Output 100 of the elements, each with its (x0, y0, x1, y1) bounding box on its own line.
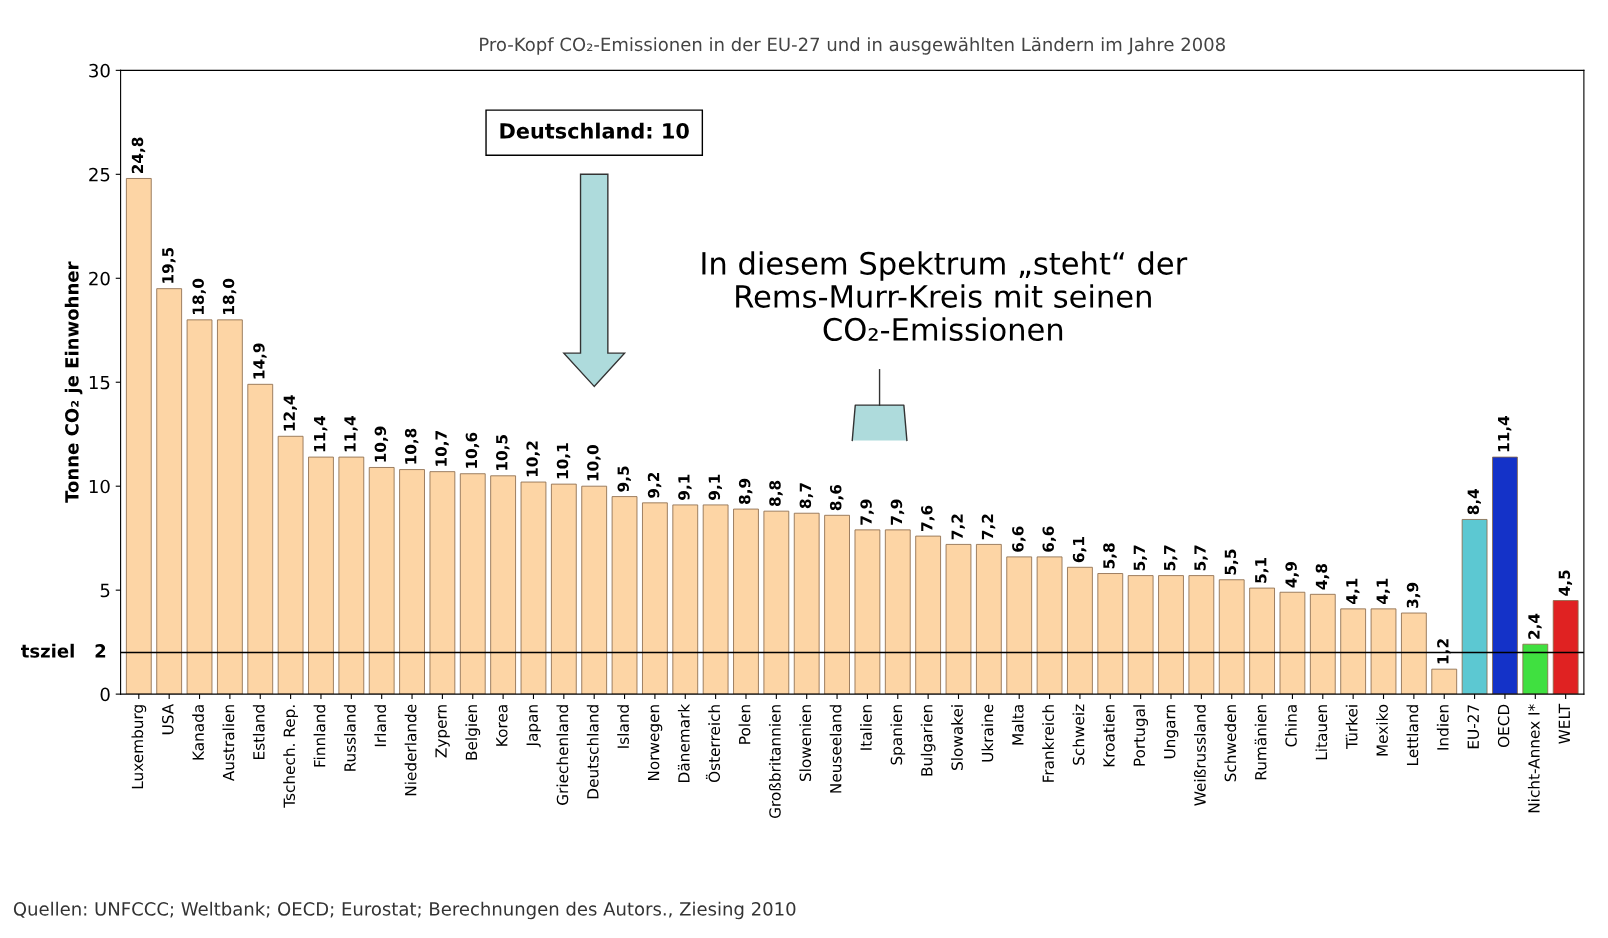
x-tick-label: Nicht-Annex I* (1527, 704, 1540, 813)
y-axis-title: Tonne CO₂ je Einwohner (64, 261, 83, 503)
data-label: 10,9 (374, 426, 389, 462)
bar (1127, 575, 1154, 695)
data-label: 7,9 (860, 499, 874, 525)
x-tick-label: Dänemark (677, 703, 690, 782)
data-label: 5,7 (1194, 545, 1208, 571)
bar (277, 435, 304, 695)
data-label: 5,7 (1164, 545, 1178, 571)
bar (975, 544, 1002, 695)
bar (945, 544, 972, 695)
x-tick-label: Norwegen (647, 705, 663, 781)
x-tick-label: Russland (343, 705, 356, 771)
data-label: 5,8 (1103, 543, 1117, 569)
x-tick-label: Griechenland (556, 705, 569, 805)
x-tick-label: Lettland (1406, 705, 1419, 765)
x-tick-label: Polen (738, 705, 751, 744)
bar (1036, 556, 1063, 695)
bar (581, 485, 608, 695)
x-tick-label: WELT (1558, 703, 1570, 744)
x-tick-label: USA (162, 703, 174, 735)
data-label: 4,1 (1376, 578, 1390, 605)
bar (611, 496, 638, 695)
bar (915, 535, 941, 695)
x-tick-label: Belgien (465, 705, 481, 760)
data-label: 9,2 (647, 472, 662, 498)
data-label: 19,5 (162, 247, 176, 283)
chart-title: Pro-Kopf CO₂-Emissionen in der EU-27 und in ausgewählten Ländern im Jahre 2008 (480, 37, 1225, 55)
bar (368, 467, 395, 695)
bar (672, 504, 699, 695)
data-label: 10,7 (435, 431, 449, 466)
data-label: 5,1 (1255, 557, 1269, 583)
data-label: 8,6 (829, 484, 844, 511)
bar (338, 456, 365, 695)
x-tick-label: Mexiko (1376, 704, 1388, 756)
x-tick-label: Litauen (1315, 705, 1328, 760)
data-label: 10,2 (526, 441, 540, 477)
bar (1401, 612, 1427, 695)
x-tick-label: Schweden (1224, 705, 1237, 782)
data-label: 10,0 (587, 445, 601, 481)
bar (1492, 456, 1518, 695)
bar (824, 514, 850, 695)
ref-line-label: tsziel 2 (21, 643, 106, 658)
bar (247, 383, 274, 695)
data-label: 10,5 (495, 435, 510, 470)
bar (520, 481, 547, 695)
x-tick-label: Ukraine (981, 704, 994, 762)
data-label: 11,4 (1498, 415, 1512, 452)
bar (490, 475, 516, 695)
bar (1309, 593, 1336, 695)
bar (186, 319, 213, 695)
bar (1218, 579, 1245, 695)
data-label: 1,2 (1437, 639, 1451, 664)
data-label: 3,9 (1406, 582, 1421, 608)
data-label: 10,1 (556, 443, 571, 479)
data-label: 9,1 (708, 474, 723, 500)
data-label: 4,1 (1346, 578, 1360, 605)
annotation: Deutschland: 10 (500, 122, 689, 139)
bar (156, 288, 183, 695)
bar (1552, 600, 1579, 695)
bar (642, 502, 668, 695)
x-tick-label: Kanada (192, 705, 204, 760)
x-tick-label: OECD (1497, 704, 1510, 748)
data-label: 10,6 (465, 432, 480, 468)
x-tick-label: Malta (1011, 705, 1024, 745)
bar (459, 473, 486, 695)
x-tick-label: Spanien (890, 705, 906, 765)
data-label: 9,1 (678, 474, 692, 500)
y-tick-label: 0 (100, 687, 110, 702)
data-label: 11,4 (314, 415, 328, 452)
x-tick-label: Slowakei (951, 705, 963, 770)
bar (884, 529, 911, 695)
y-tick-label: 5 (100, 583, 110, 598)
x-tick-label: Ungarn (1164, 705, 1179, 759)
data-label: 6,6 (1012, 526, 1026, 552)
bar (1067, 566, 1093, 695)
x-tick-label: Japan (526, 705, 541, 748)
data-label: 6,6 (1042, 526, 1056, 552)
x-tick-label: Neuseeland (829, 705, 842, 793)
bar (1097, 573, 1124, 695)
bar (217, 319, 243, 695)
bar (854, 529, 881, 695)
x-tick-label: Weißrussland (1193, 705, 1206, 806)
data-label: 14,9 (253, 343, 267, 379)
bar (1249, 587, 1275, 695)
y-tick-label: 25 (89, 167, 110, 182)
source-note: Quellen: UNFCCC; Weltbank; OECD; Eurostat; Berechnungen des Autors., Ziesing 2010 (13, 901, 796, 920)
data-label: 8,4 (1467, 488, 1481, 515)
x-tick-label: Luxemburg (131, 705, 147, 789)
data-label: 5,5 (1224, 549, 1239, 575)
data-label: 8,8 (769, 480, 783, 507)
x-tick-label: China (1285, 705, 1297, 747)
annotation: In diesem Spektrum „steht“ der Rems-Murr-Kreis mit seinen CO₂-Emissionen (702, 251, 1188, 341)
data-label: 10,8 (404, 428, 419, 464)
data-label: 9,5 (617, 466, 631, 492)
bar (429, 471, 456, 695)
bar (793, 512, 820, 695)
data-label: 5,7 (1133, 545, 1148, 571)
data-label: 8,7 (799, 483, 814, 509)
x-tick-label: Indien (1436, 705, 1449, 750)
